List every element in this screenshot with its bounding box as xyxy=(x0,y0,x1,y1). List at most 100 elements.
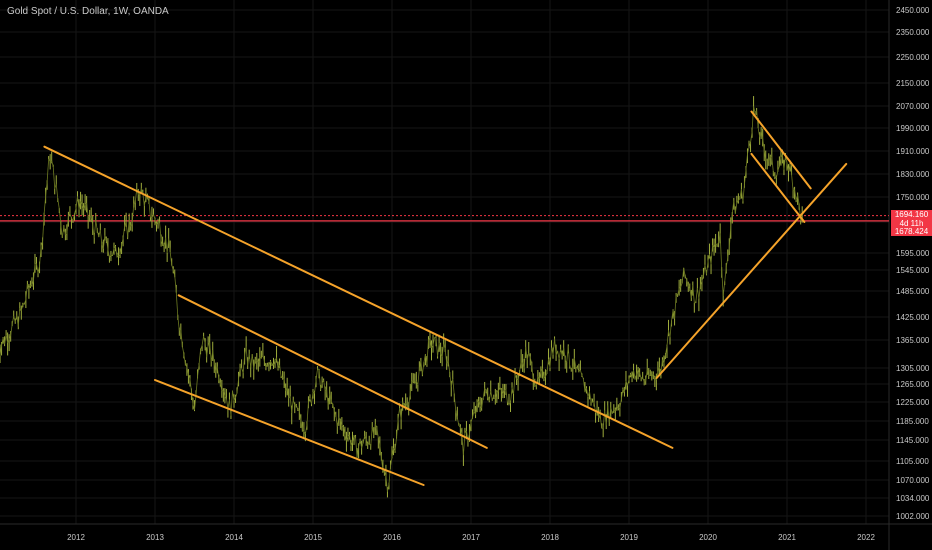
price-tick-label: 1910.000 xyxy=(896,147,930,156)
price-segment xyxy=(154,219,157,225)
price-segment xyxy=(727,248,730,259)
price-segment xyxy=(494,392,498,399)
price-segment xyxy=(341,425,344,428)
price-segment xyxy=(513,374,516,394)
price-segment xyxy=(183,354,186,365)
price-segment xyxy=(72,213,75,221)
price-segment xyxy=(481,397,484,409)
price-segment xyxy=(329,393,332,402)
price-segment xyxy=(611,409,615,414)
price-tick-label: 1545.000 xyxy=(896,266,930,275)
price-segment xyxy=(159,221,162,241)
price-segment xyxy=(185,364,188,368)
price-tick-label: 1990.000 xyxy=(896,124,930,133)
price-segment xyxy=(36,263,39,274)
price-segment xyxy=(140,188,144,194)
price-segment xyxy=(470,417,473,423)
price-segment xyxy=(438,343,442,354)
price-segment xyxy=(291,399,294,413)
price-segment xyxy=(80,201,83,206)
price-segment xyxy=(739,189,742,199)
price-segment xyxy=(314,380,317,394)
price-segment xyxy=(330,401,334,405)
price-segment xyxy=(251,354,255,370)
price-segment xyxy=(265,364,268,368)
price-segment xyxy=(552,338,555,355)
price-segment xyxy=(335,414,338,427)
chart-title: Gold Spot / U.S. Dollar, 1W, OANDA xyxy=(7,6,169,17)
price-segment xyxy=(412,380,416,384)
price-segment xyxy=(566,346,569,363)
price-segment xyxy=(751,106,754,132)
price-segment xyxy=(501,390,504,395)
price-segment xyxy=(160,240,163,245)
price-segment xyxy=(492,397,495,400)
price-segment xyxy=(174,275,177,293)
price-segment xyxy=(484,388,487,391)
previous-close-label: 1678.424 xyxy=(894,226,929,236)
price-segment xyxy=(151,214,154,219)
price-segment xyxy=(567,346,571,367)
price-segment xyxy=(125,221,129,238)
price-segment xyxy=(218,379,221,384)
price-segment xyxy=(25,284,28,300)
price-segment xyxy=(731,200,735,213)
price-segment xyxy=(194,394,197,410)
price-segment xyxy=(696,287,700,299)
price-segment xyxy=(262,355,265,362)
price-segment xyxy=(631,370,634,379)
price-segment xyxy=(349,434,352,447)
price-segment xyxy=(741,189,744,202)
price-segment xyxy=(358,439,361,447)
price-segment xyxy=(382,469,385,473)
price-segment xyxy=(361,442,364,449)
price-segment xyxy=(525,346,528,361)
price-segment xyxy=(744,169,747,185)
price-segment xyxy=(212,350,215,365)
price-segment xyxy=(353,435,356,438)
price-segment xyxy=(478,401,481,407)
price-segment xyxy=(283,378,287,391)
price-segment xyxy=(327,393,331,407)
price-segment xyxy=(204,343,208,358)
price-segment xyxy=(166,238,170,253)
time-tick-label: 2012 xyxy=(67,533,85,542)
price-segment xyxy=(60,224,63,239)
price-segment xyxy=(783,156,786,170)
price-segment xyxy=(669,320,672,338)
price-segment xyxy=(529,357,533,364)
price-segment xyxy=(248,353,252,368)
price-segment xyxy=(583,378,586,393)
price-segment xyxy=(379,444,382,459)
price-segment xyxy=(7,338,10,344)
price-segment xyxy=(318,369,321,390)
price-segment xyxy=(311,391,314,405)
price-segment xyxy=(573,357,577,368)
price-segment xyxy=(402,401,405,406)
price-segment xyxy=(31,280,34,286)
price-tick-label: 1145.000 xyxy=(896,436,929,445)
price-segment xyxy=(385,475,388,492)
price-tick-label: 2070.000 xyxy=(896,102,930,111)
price-segment xyxy=(625,380,628,386)
price-segment xyxy=(28,285,31,289)
price-segment xyxy=(710,245,713,265)
price-segment xyxy=(23,299,27,305)
price-segment xyxy=(423,354,426,363)
price-segment xyxy=(37,265,40,274)
time-tick-label: 2022 xyxy=(857,533,875,542)
price-tick-label: 1265.000 xyxy=(896,380,930,389)
price-segment xyxy=(226,398,229,409)
price-segment xyxy=(677,288,680,296)
price-segment xyxy=(408,393,411,406)
price-segment xyxy=(724,266,727,282)
price-segment xyxy=(432,337,435,346)
price-tick-label: 2450.000 xyxy=(896,6,930,15)
price-segment xyxy=(616,405,619,409)
price-segment xyxy=(545,372,548,377)
price-segment xyxy=(706,261,709,275)
price-segment xyxy=(531,363,534,382)
price-segment xyxy=(186,367,189,375)
price-segment xyxy=(346,436,349,441)
